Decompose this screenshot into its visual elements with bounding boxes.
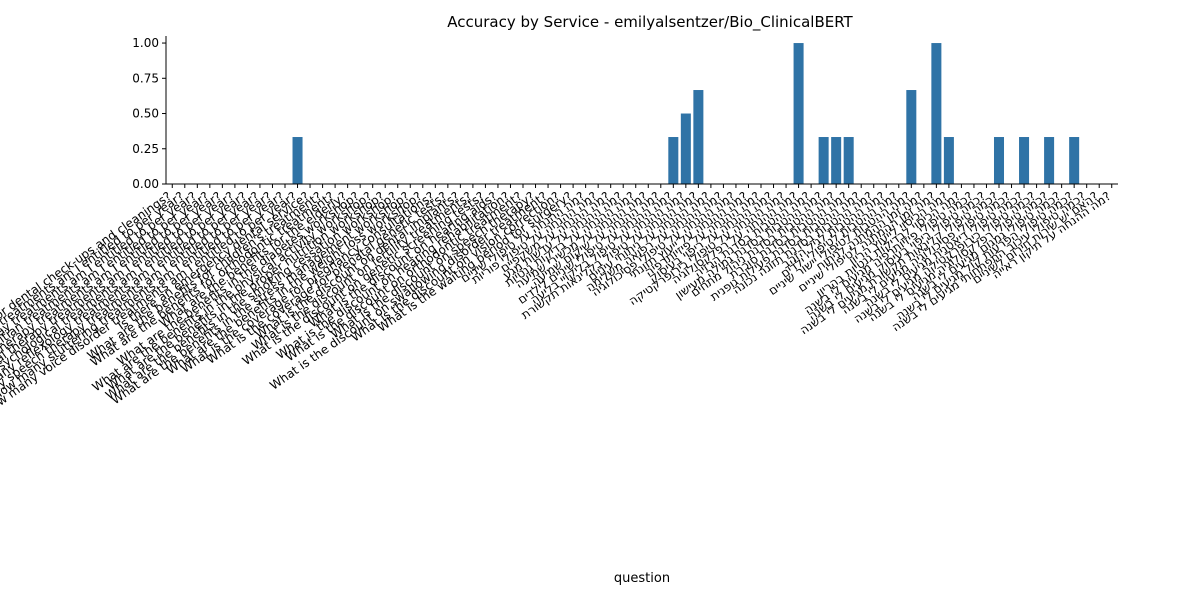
y-tick-label: 0.25 bbox=[132, 142, 159, 156]
x-axis: How long is the wait time for dental che… bbox=[0, 184, 1113, 442]
bar bbox=[668, 137, 679, 184]
chart-title: Accuracy by Service - emilyalsentzer/Bio… bbox=[447, 13, 853, 32]
bars-group bbox=[292, 43, 1080, 184]
bar bbox=[292, 137, 303, 184]
bar bbox=[943, 137, 954, 184]
bar bbox=[931, 43, 942, 184]
bar bbox=[831, 137, 842, 184]
x-axis-label: question bbox=[614, 571, 670, 586]
bar bbox=[843, 137, 854, 184]
y-tick-label: 1.00 bbox=[132, 36, 159, 50]
bar bbox=[1019, 137, 1030, 184]
y-tick-label: 0.00 bbox=[132, 177, 159, 191]
y-axis: 0.00 0.25 0.50 0.75 1.00 bbox=[132, 36, 166, 191]
bar bbox=[906, 90, 917, 184]
bar bbox=[1044, 137, 1055, 184]
y-tick-label: 0.75 bbox=[132, 71, 159, 85]
bar bbox=[1069, 137, 1080, 184]
bar bbox=[793, 43, 804, 184]
bar bbox=[680, 113, 691, 184]
bar bbox=[993, 137, 1005, 184]
bar bbox=[818, 137, 829, 184]
y-tick-label: 0.50 bbox=[132, 107, 159, 121]
bar bbox=[693, 90, 704, 184]
